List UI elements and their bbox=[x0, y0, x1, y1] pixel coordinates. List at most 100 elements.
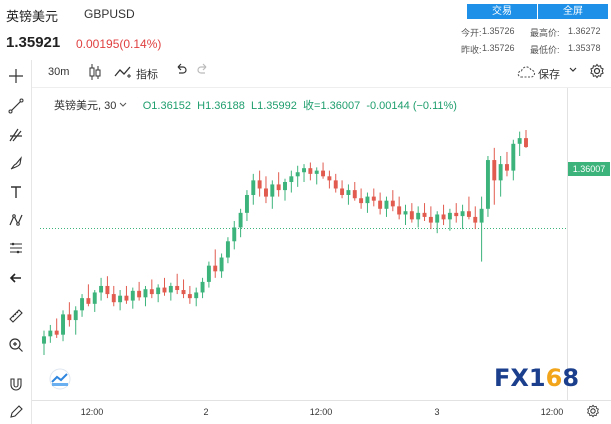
candle-body bbox=[384, 200, 389, 209]
candle bbox=[225, 237, 230, 264]
interval-selector[interactable]: 30m bbox=[48, 66, 70, 78]
candle bbox=[460, 204, 465, 230]
candle-body bbox=[264, 188, 268, 197]
candle-body bbox=[454, 212, 459, 217]
candle-body bbox=[283, 181, 287, 191]
candle bbox=[511, 139, 516, 181]
symbol-header: 英镑美元 GBPUSD 1.35921 0.00195(0.14%) 交易 全屏… bbox=[0, 0, 611, 56]
candle-body bbox=[498, 164, 503, 181]
settings-icon[interactable] bbox=[589, 63, 605, 82]
candle bbox=[92, 290, 97, 312]
crosshair-icon[interactable] bbox=[6, 66, 26, 86]
cloud-icon[interactable] bbox=[516, 65, 536, 82]
candle-body bbox=[187, 294, 192, 299]
candle-body bbox=[54, 330, 59, 335]
candle bbox=[428, 206, 433, 230]
fullscreen-button[interactable]: 全屏 bbox=[538, 4, 608, 19]
candle-body bbox=[390, 200, 395, 207]
candle-body bbox=[80, 298, 85, 311]
legend-interval: 30 bbox=[104, 100, 117, 112]
candle-body bbox=[479, 208, 484, 223]
candle-body bbox=[511, 143, 516, 171]
candle-body bbox=[238, 212, 243, 228]
candle bbox=[67, 302, 72, 327]
candle-body bbox=[473, 216, 478, 223]
candle bbox=[73, 306, 78, 335]
candle-body bbox=[460, 211, 465, 217]
candle-body bbox=[447, 212, 452, 220]
brush-icon[interactable] bbox=[6, 154, 26, 174]
candle bbox=[524, 130, 528, 148]
candle bbox=[175, 273, 180, 295]
candle-body bbox=[149, 289, 154, 295]
ohlc-legend: 英镑美元, 30 O1.36152 H1.36188 L1.35992 收=1.… bbox=[54, 100, 457, 112]
candle bbox=[422, 203, 427, 221]
trend-line-icon[interactable] bbox=[6, 96, 26, 116]
redo-icon[interactable] bbox=[196, 63, 210, 80]
candle bbox=[308, 162, 313, 181]
candle bbox=[517, 131, 522, 156]
candle bbox=[365, 192, 370, 213]
candle bbox=[441, 204, 446, 226]
candle-body bbox=[86, 298, 91, 304]
candle bbox=[435, 211, 440, 234]
undo-icon[interactable] bbox=[174, 63, 188, 80]
candle bbox=[48, 324, 53, 343]
last-price: 1.35921 bbox=[6, 34, 61, 51]
candle bbox=[340, 180, 345, 199]
candle-body bbox=[340, 188, 345, 195]
candle bbox=[111, 285, 116, 307]
candle bbox=[137, 281, 142, 301]
magnet-icon[interactable] bbox=[6, 374, 26, 394]
candle-body bbox=[194, 292, 199, 299]
candle bbox=[473, 206, 478, 230]
candle-body bbox=[492, 160, 497, 181]
measure-icon[interactable] bbox=[6, 238, 26, 258]
candle bbox=[327, 170, 332, 189]
candle-body bbox=[397, 206, 402, 215]
save-button[interactable]: 保存 bbox=[538, 69, 560, 81]
current-price-label: 1.36007 bbox=[568, 162, 610, 176]
fib-tool-icon[interactable] bbox=[6, 125, 26, 145]
candle bbox=[162, 277, 167, 296]
price-chart[interactable] bbox=[40, 90, 567, 400]
legend-high: H1.36188 bbox=[197, 100, 245, 112]
candle-body bbox=[257, 180, 262, 189]
candle bbox=[257, 170, 262, 197]
candle bbox=[251, 173, 256, 205]
candle-body bbox=[42, 336, 46, 344]
candle-body bbox=[219, 257, 224, 272]
candle-body bbox=[524, 138, 528, 148]
zoom-in-icon[interactable] bbox=[6, 335, 26, 355]
candle-body bbox=[73, 310, 78, 321]
legend-low: L1.35992 bbox=[251, 100, 297, 112]
candle-body bbox=[162, 287, 167, 293]
candle bbox=[143, 285, 148, 307]
candle-body bbox=[130, 290, 135, 301]
candle bbox=[403, 204, 408, 226]
candle-body bbox=[409, 211, 414, 220]
trade-button[interactable]: 交易 bbox=[467, 4, 537, 19]
back-arrow-icon[interactable] bbox=[6, 268, 26, 288]
candle bbox=[352, 181, 357, 201]
candle bbox=[200, 277, 205, 299]
text-tool-icon[interactable] bbox=[6, 182, 26, 202]
axis-settings-icon[interactable] bbox=[586, 404, 600, 418]
chevron-down-icon[interactable] bbox=[568, 65, 578, 78]
legend-chevron-icon[interactable] bbox=[119, 101, 127, 109]
candle-body bbox=[168, 285, 173, 293]
ruler-icon[interactable] bbox=[6, 306, 26, 326]
tradingview-logo-icon[interactable] bbox=[46, 368, 74, 390]
candle bbox=[80, 294, 85, 317]
indicators-button[interactable]: 指标 bbox=[136, 69, 158, 81]
candle-body bbox=[333, 180, 338, 189]
symbol-code: GBPUSD bbox=[84, 7, 135, 21]
candle bbox=[213, 249, 218, 278]
candle bbox=[378, 192, 383, 215]
pencil-lock-icon[interactable] bbox=[6, 402, 26, 422]
candle-type-icon[interactable] bbox=[88, 63, 102, 84]
watermark-text-c: 8 bbox=[562, 364, 580, 392]
legend-change: -0.00144 (−0.11%) bbox=[366, 100, 457, 112]
indicator-icon[interactable] bbox=[114, 64, 132, 83]
pattern-icon[interactable] bbox=[6, 210, 26, 230]
